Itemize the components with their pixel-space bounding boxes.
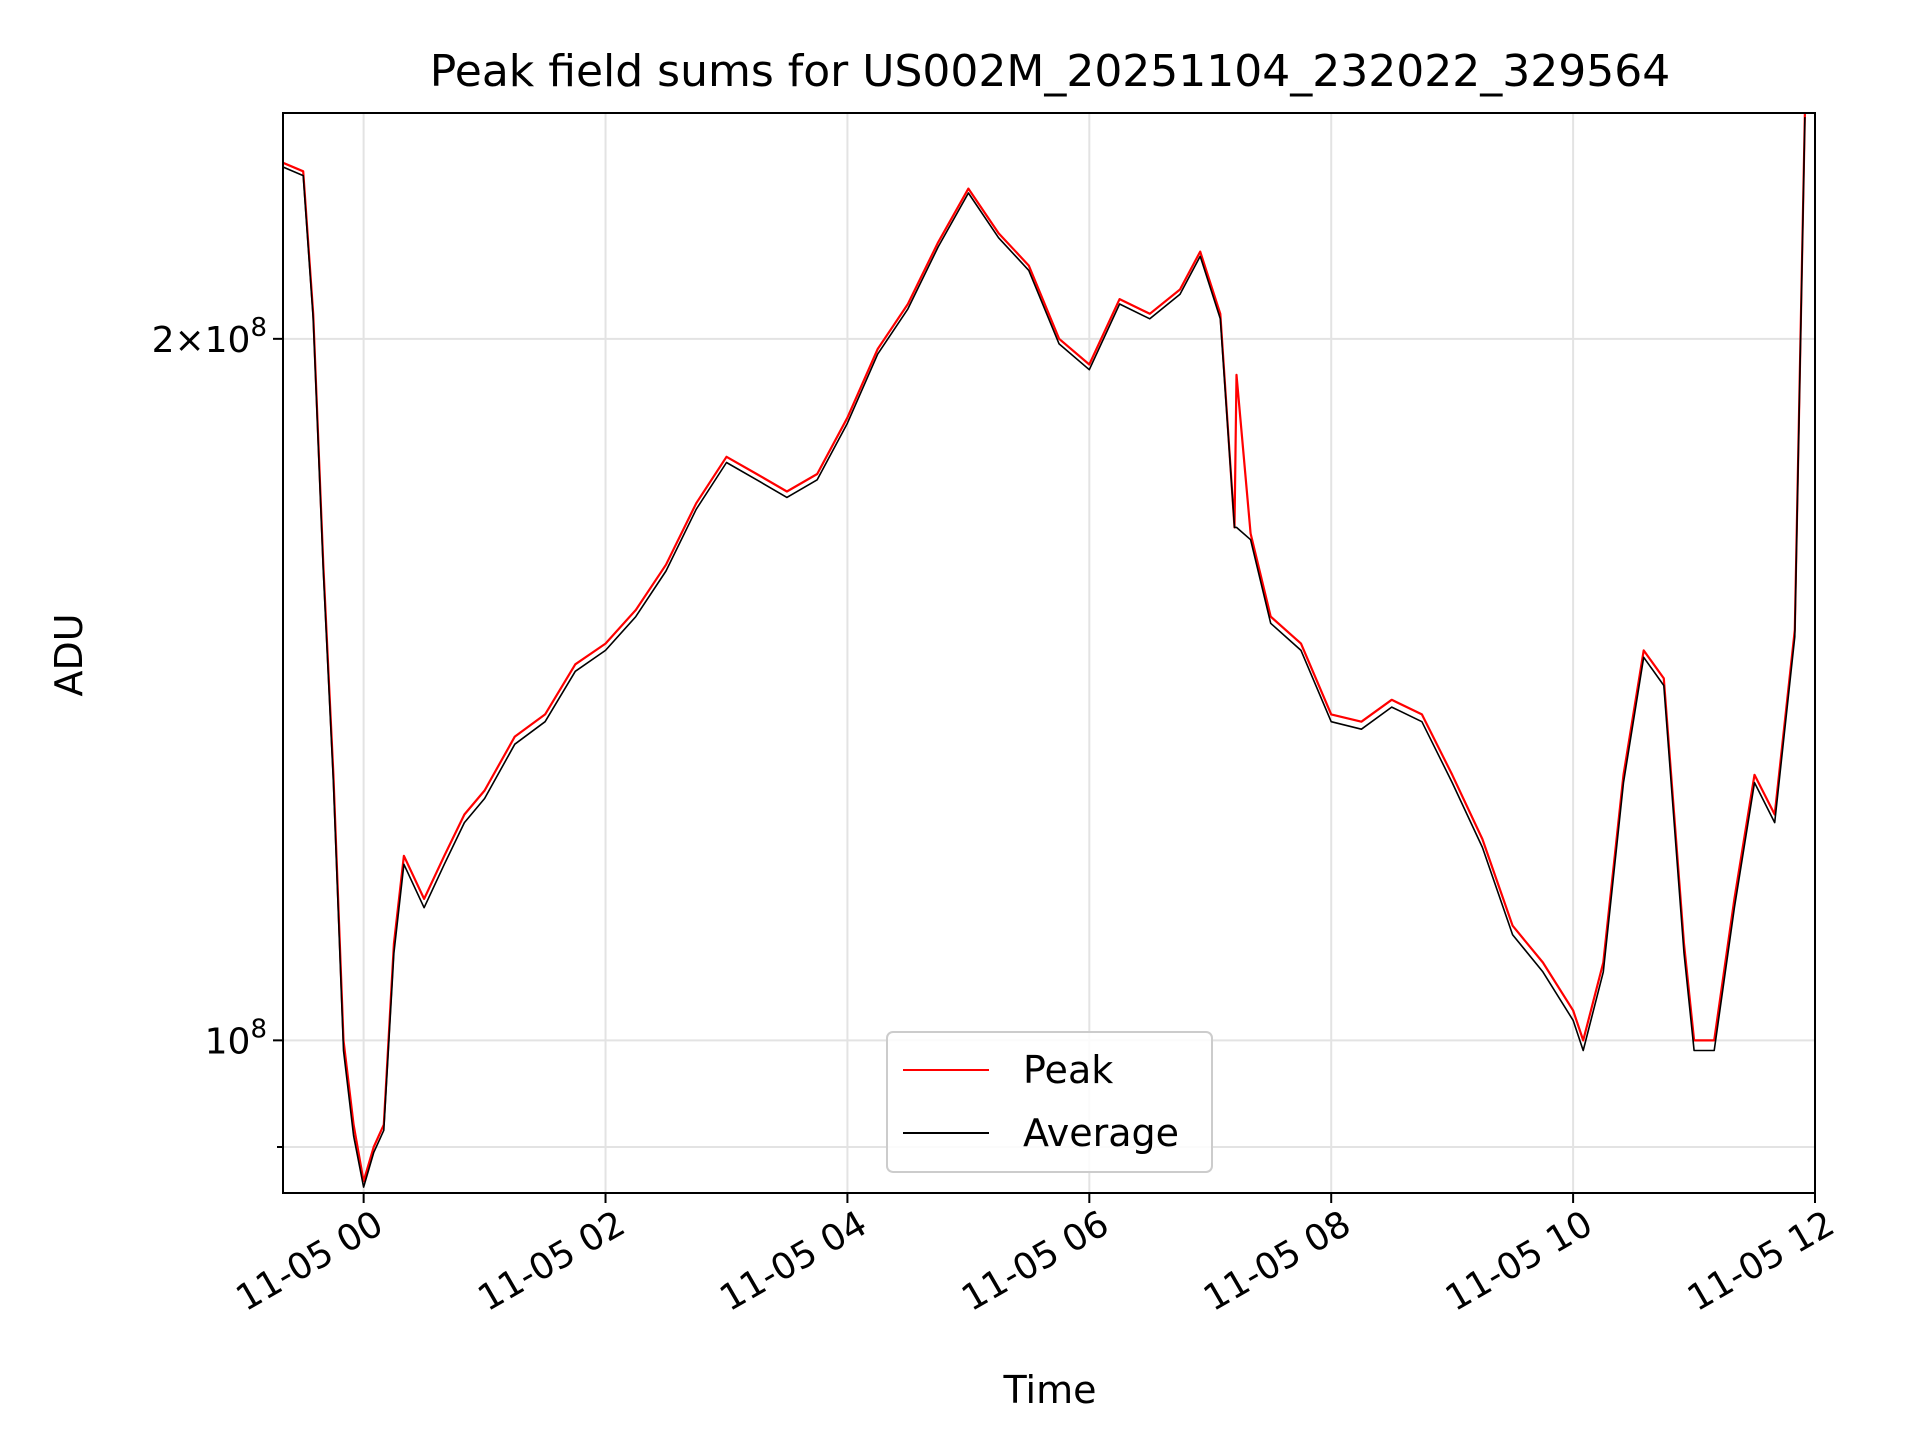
series-layer	[283, 113, 1806, 1188]
x-axis-title: Time	[1003, 1368, 1097, 1412]
series-line-peak	[283, 113, 1806, 1183]
series-line-average	[283, 117, 1806, 1188]
chart-title: Peak field sums for US002M_20251104_2320…	[430, 46, 1670, 97]
legend: Peak Average	[886, 1031, 1213, 1173]
plot-frame	[282, 112, 1816, 1194]
legend-box	[886, 1031, 1213, 1173]
legend-label-peak: Peak	[1023, 1048, 1113, 1092]
y-tick-label: 108	[205, 1014, 267, 1062]
y-axis-ticks: 108 2×108	[152, 313, 283, 1148]
legend-label-average: Average	[1023, 1111, 1179, 1155]
y-axis-title: ADU	[47, 613, 91, 696]
y-tick-label: 2×108	[152, 313, 267, 361]
